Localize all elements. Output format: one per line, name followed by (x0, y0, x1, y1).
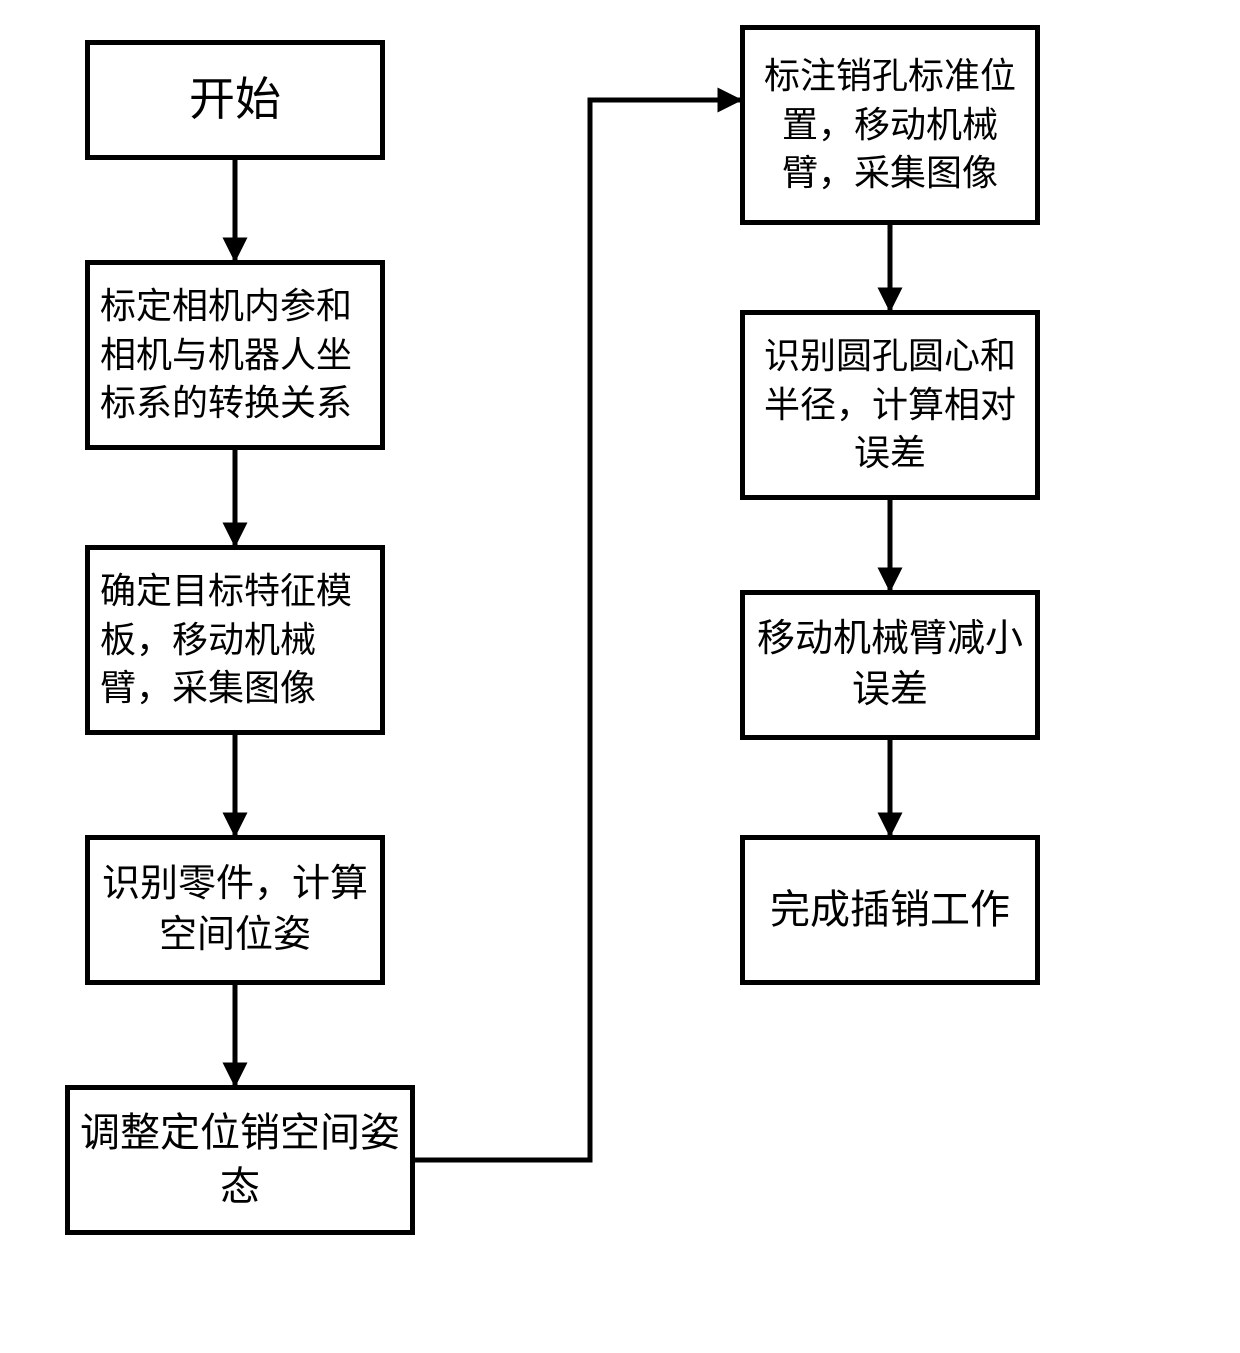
flow-node-n3: 确定目标特征模板，移动机械臂，采集图像 (85, 545, 385, 735)
flow-node-label: 识别圆孔圆心和半径，计算相对误差 (755, 332, 1025, 478)
flow-node-label: 开始 (100, 69, 370, 131)
flow-node-label: 标定相机内参和相机与机器人坐标系的转换关系 (100, 282, 370, 428)
flow-node-n9: 完成插销工作 (740, 835, 1040, 985)
flow-node-label: 标注销孔标准位置，移动机械臂，采集图像 (755, 52, 1025, 198)
flow-node-label: 调整定位销空间姿态 (80, 1106, 400, 1214)
flowchart-canvas: 开始标定相机内参和相机与机器人坐标系的转换关系确定目标特征模板，移动机械臂，采集… (0, 0, 1240, 1353)
flow-node-label: 完成插销工作 (755, 883, 1025, 937)
flow-node-label: 移动机械臂减小误差 (755, 614, 1025, 717)
flow-node-n5: 调整定位销空间姿态 (65, 1085, 415, 1235)
flow-node-n1: 开始 (85, 40, 385, 160)
flow-node-label: 确定目标特征模板，移动机械臂，采集图像 (100, 567, 370, 713)
flow-node-label: 识别零件，计算空间位姿 (100, 859, 370, 962)
flow-node-n2: 标定相机内参和相机与机器人坐标系的转换关系 (85, 260, 385, 450)
flow-node-n6: 标注销孔标准位置，移动机械臂，采集图像 (740, 25, 1040, 225)
flow-edge-n5-n6 (415, 100, 740, 1160)
flow-node-n4: 识别零件，计算空间位姿 (85, 835, 385, 985)
flow-node-n8: 移动机械臂减小误差 (740, 590, 1040, 740)
flow-node-n7: 识别圆孔圆心和半径，计算相对误差 (740, 310, 1040, 500)
